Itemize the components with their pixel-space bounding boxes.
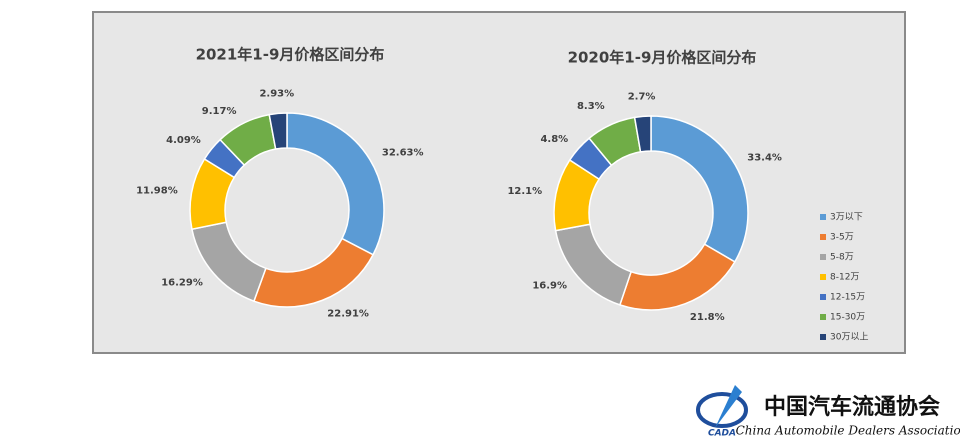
donut-slice: [268, 112, 288, 150]
legend-label: 3-5万: [830, 233, 854, 243]
data-label: 33.4%: [747, 153, 782, 164]
donut-slice: [286, 112, 385, 256]
legend-label: 12-15万: [830, 293, 865, 303]
data-label: 32.63%: [382, 147, 424, 158]
data-label: 2.93%: [259, 88, 294, 99]
data-label: 11.98%: [136, 185, 178, 196]
legend-label: 5-8万: [830, 253, 854, 263]
data-label: 2.7%: [628, 91, 656, 102]
data-label: 4.8%: [540, 134, 568, 145]
legend-swatch: [820, 254, 826, 260]
logo-ring: [696, 392, 748, 428]
logo-abbr: CADA: [708, 429, 736, 439]
legend-label: 15-30万: [830, 313, 865, 323]
legend-swatch: [820, 274, 826, 280]
chart-title: 2021年1-9月价格区间分布: [196, 46, 385, 64]
logo: CADA 中国汽车流通协会 China Automobile Dealers A…: [696, 385, 960, 439]
donut-slice: [650, 115, 749, 263]
legend-label: 3万以下: [830, 213, 863, 223]
data-label: 22.91%: [327, 308, 369, 319]
legend-label: 8-12万: [830, 273, 859, 283]
data-label: 16.9%: [532, 281, 567, 292]
legend-label: 30万以上: [830, 332, 868, 343]
data-label: 21.8%: [690, 312, 725, 323]
donut-slice: [633, 115, 652, 153]
logo-rocket: [715, 385, 742, 428]
data-label: 8.3%: [577, 101, 605, 112]
legend-swatch: [820, 334, 826, 340]
logo-name: 中国汽车流通协会: [764, 394, 940, 420]
data-label: 16.29%: [161, 277, 203, 288]
legend-swatch: [820, 314, 826, 320]
chart-title: 2020年1-9月价格区间分布: [568, 49, 757, 67]
data-label: 4.09%: [166, 135, 201, 146]
data-label: 9.17%: [202, 106, 237, 117]
legend-swatch: [820, 234, 826, 240]
data-label: 12.1%: [507, 186, 542, 197]
legend-swatch: [820, 214, 826, 220]
legend-swatch: [820, 294, 826, 300]
logo-english: China Automobile Dealers Association: [736, 424, 960, 438]
